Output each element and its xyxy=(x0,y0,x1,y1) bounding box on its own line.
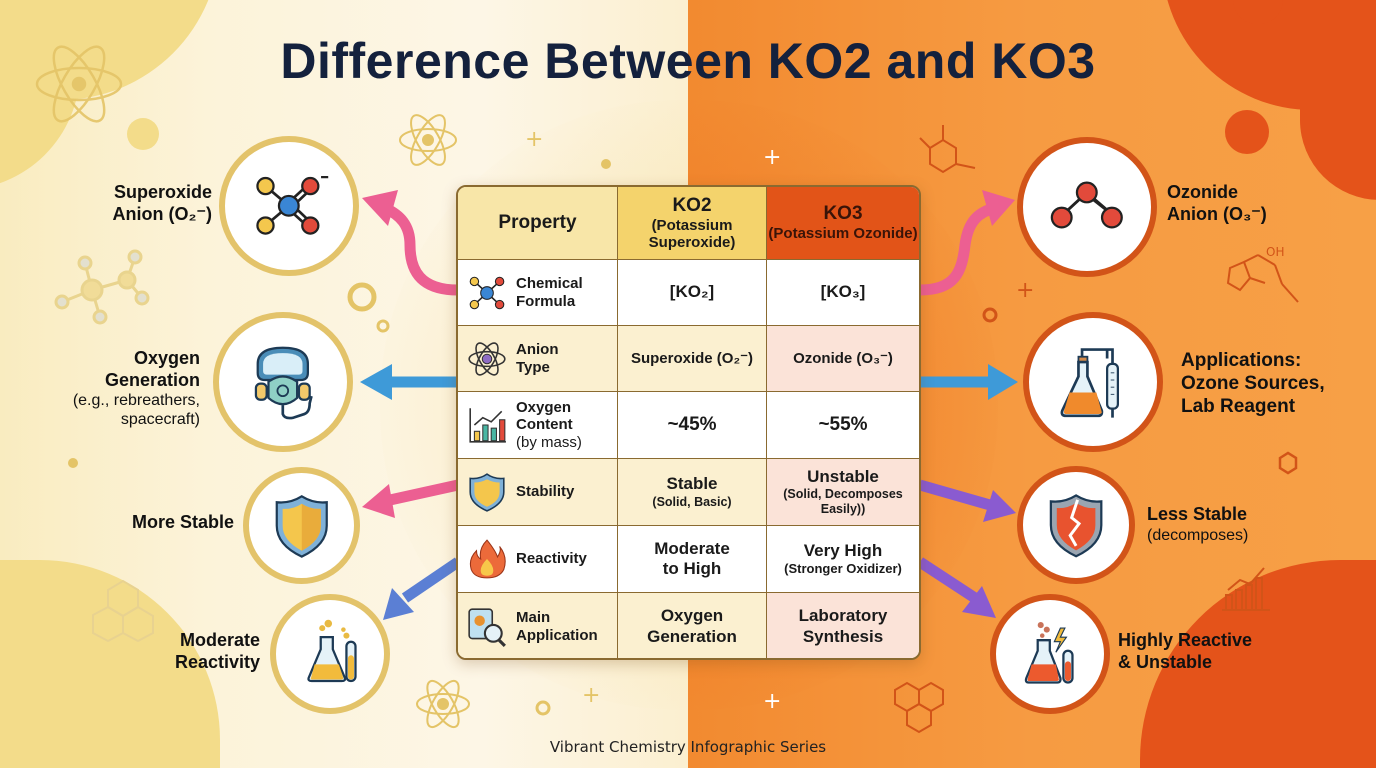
ko3-value: [KO₃] xyxy=(767,260,919,325)
ko3-value: Ozonide (O₃⁻) xyxy=(767,326,919,391)
applications-callout-circle xyxy=(1023,312,1163,452)
oxygen-generation-label: Oxygen Generation (e.g., rebreathers, spac… xyxy=(72,348,200,429)
oxygen-generation-callout-circle xyxy=(213,312,353,452)
footer-caption: Vibrant Chemistry Infographic Series xyxy=(549,738,827,756)
comparison-table: Property KO2 (Potassium Superoxide) KO3 … xyxy=(456,185,921,660)
header-ko3: KO3 (Potassium Ozonide) xyxy=(767,187,919,259)
reactive-flask-icon xyxy=(1025,622,1074,684)
flask-icon xyxy=(307,619,357,683)
ko2-value: ~45% xyxy=(618,392,767,458)
row-label: Oxygen Content (by mass) xyxy=(516,399,582,451)
ko2-value: Oxygen Generation xyxy=(618,593,767,658)
ozonide-anion-label: Ozonide Anion (O₃⁻) xyxy=(1167,182,1267,224)
shield-icon xyxy=(275,494,328,558)
ko2-value: Superoxide (O₂⁻) xyxy=(618,326,767,391)
highly-reactive-callout-circle xyxy=(990,594,1110,714)
gas-mask-icon xyxy=(255,346,313,420)
bar-chart-icon xyxy=(469,408,506,443)
superoxide-molecule-icon xyxy=(256,176,329,235)
row-label: Reactivity xyxy=(516,550,587,568)
distillation-flask-icon xyxy=(1060,348,1120,418)
ko2-value: Stable (Solid, Basic) xyxy=(618,459,767,525)
applications-label: Applications: Ozone Sources, Lab Reagent xyxy=(1181,350,1325,417)
atom-icon xyxy=(468,341,506,376)
molecule-icon xyxy=(469,276,505,309)
table-row: Anion Type Superoxide (O₂⁻) Ozonide (O₃⁻) xyxy=(458,326,919,392)
header-ko2: KO2 (Potassium Superoxide) xyxy=(618,187,767,259)
highly-reactive-label: Highly Reactive & Unstable xyxy=(1118,630,1253,672)
ozonide-callout-circle xyxy=(1017,137,1157,277)
ko3-value: Laboratory Synthesis xyxy=(767,593,919,658)
table-header-row: Property KO2 (Potassium Superoxide) KO3 … xyxy=(458,187,919,260)
ozonide-molecule-icon xyxy=(1050,181,1124,229)
flame-icon xyxy=(469,539,506,579)
page-title: Difference Between KO2 and KO3 xyxy=(280,33,1096,89)
decor-dot xyxy=(1225,110,1269,154)
ko3-value: Very High (Stronger Oxidizer) xyxy=(767,526,919,592)
superoxide-callout-circle xyxy=(219,136,359,276)
more-stable-callout-circle xyxy=(243,467,360,584)
shield-icon xyxy=(469,473,505,512)
table-row: Chemical Formula [KO₂] [KO₃] xyxy=(458,260,919,326)
decor-dot xyxy=(127,118,159,150)
row-label: Main Application xyxy=(516,609,598,644)
broken-shield-icon xyxy=(1049,494,1103,558)
table-row: Reactivity Moderate to High Very High (Str… xyxy=(458,526,919,593)
less-stable-callout-circle xyxy=(1017,466,1135,584)
superoxide-anion-label: Superoxide Anion (O₂⁻) xyxy=(112,182,212,224)
row-label: Anion Type xyxy=(516,341,559,376)
row-label: Chemical Formula xyxy=(516,275,583,310)
table-row: Oxygen Content (by mass) ~45% ~55% xyxy=(458,392,919,459)
row-label: Stability xyxy=(516,483,575,501)
less-stable-label: Less Stable (decomposes) xyxy=(1147,504,1249,544)
ko3-value: Unstable (Solid, Decomposes Easily)) xyxy=(767,459,919,525)
table-row: Main Application Oxygen Generation Laborat… xyxy=(458,593,919,658)
table-row: Stability Stable (Solid, Basic) Unstable(… xyxy=(458,459,919,526)
document-search-icon xyxy=(468,607,506,647)
moderate-reactivity-callout-circle xyxy=(270,594,390,714)
ko2-value: [KO₂] xyxy=(618,260,767,325)
moderate-reactivity-label: Moderate Reactivity xyxy=(174,630,260,672)
ko3-value: ~55% xyxy=(767,392,919,458)
ko2-value: Moderate to High xyxy=(618,526,767,592)
header-property: Property xyxy=(458,187,618,259)
more-stable-label: More Stable xyxy=(131,512,234,532)
